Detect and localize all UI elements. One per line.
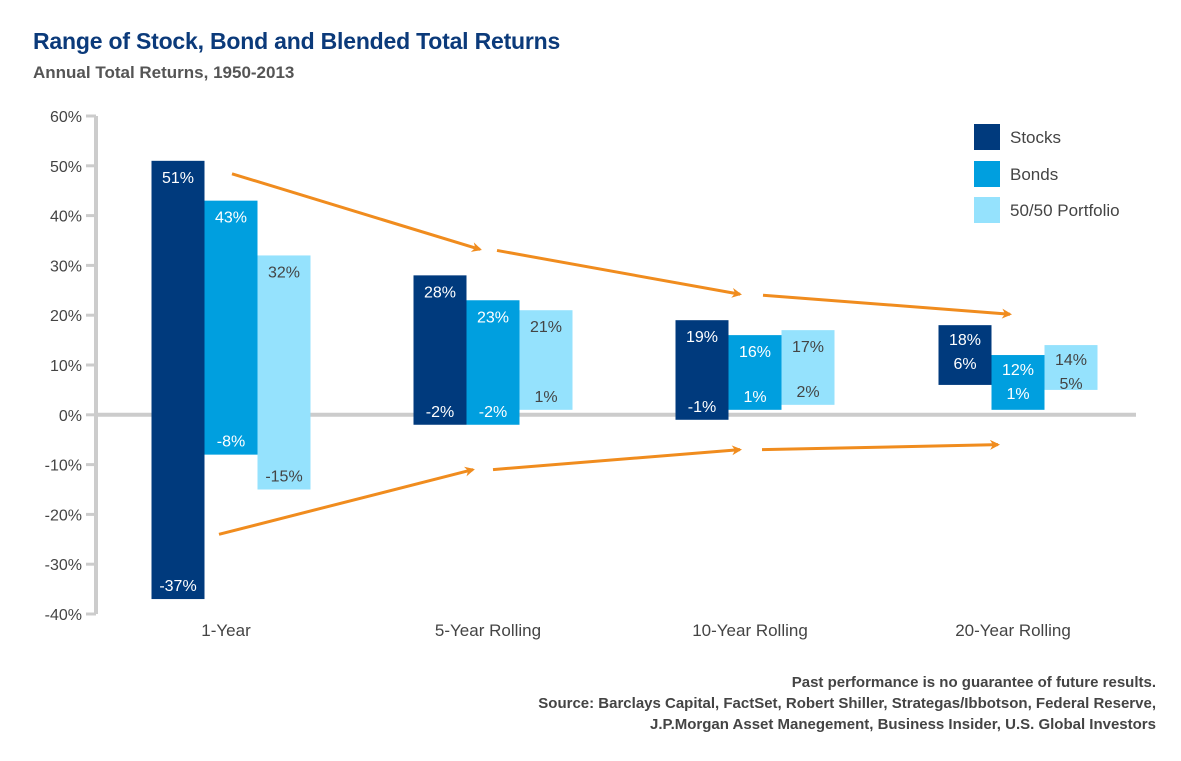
bar-50-50-portfolio bbox=[257, 255, 311, 490]
bar-stocks bbox=[413, 275, 467, 425]
legend-swatch bbox=[974, 124, 1000, 150]
bar-high-label: 19% bbox=[686, 329, 718, 346]
bar-high-label: 17% bbox=[792, 339, 824, 356]
bar-low-label: 5% bbox=[1059, 376, 1082, 393]
bar-50-50-portfolio bbox=[1044, 345, 1098, 390]
lower-trend-arrow bbox=[492, 445, 742, 472]
bar-stocks bbox=[151, 160, 205, 600]
upper-trend-arrow bbox=[496, 248, 742, 298]
bar-bonds bbox=[204, 200, 258, 455]
footer: Past performance is no guarantee of futu… bbox=[538, 672, 1156, 735]
trend-arrows bbox=[218, 172, 1012, 536]
x-axis-labels: 1-Year 5-Year Rolling 10-Year Rolling 20-Ye… bbox=[201, 621, 1071, 640]
bar-low-label: 1% bbox=[534, 389, 557, 406]
bar-high-label: 43% bbox=[215, 210, 247, 227]
bar-bonds bbox=[991, 355, 1045, 410]
disclaimer: Past performance is no guarantee of futu… bbox=[791, 674, 1156, 691]
bar-50-50-portfolio bbox=[781, 330, 835, 405]
x-category-label: 5-Year Rolling bbox=[435, 621, 541, 640]
bar-high-label: 28% bbox=[424, 284, 456, 301]
lower-trend-arrow bbox=[761, 439, 1000, 452]
bar-low-label: 1% bbox=[743, 389, 766, 406]
bar-high-label: 14% bbox=[1055, 352, 1087, 369]
upper-trend-arrow bbox=[231, 172, 482, 252]
y-tick-label: -20% bbox=[45, 507, 82, 524]
bar-low-label: -15% bbox=[265, 469, 302, 486]
bar-high-label: 23% bbox=[477, 309, 509, 326]
bar-stocks bbox=[675, 320, 729, 420]
y-tick-label: 30% bbox=[50, 258, 82, 275]
y-tick-label: -10% bbox=[45, 458, 82, 475]
bar-low-label: -2% bbox=[426, 404, 454, 421]
y-tick-label: 50% bbox=[50, 159, 82, 176]
bar-high-label: 12% bbox=[1002, 362, 1034, 379]
y-tick-label: -40% bbox=[45, 607, 82, 624]
bar-bonds bbox=[466, 300, 520, 425]
bar-high-label: 21% bbox=[530, 319, 562, 336]
x-category-label: 1-Year bbox=[201, 621, 251, 640]
bar-low-label: -1% bbox=[688, 399, 716, 416]
legend-label: Bonds bbox=[1010, 165, 1058, 184]
bar-low-label: 6% bbox=[953, 356, 976, 373]
y-axis: 60% 50% 40% 30% 20% 10% 0% -10% -20% -30% -40% bbox=[45, 109, 1136, 624]
bar-high-label: 32% bbox=[268, 264, 300, 281]
lower-trend-arrow bbox=[218, 466, 475, 536]
legend-label: Stocks bbox=[1010, 128, 1061, 147]
chart-title: Range of Stock, Bond and Blended Total R… bbox=[33, 28, 561, 54]
y-tick-label: 20% bbox=[50, 308, 82, 325]
bar-high-label: 18% bbox=[949, 332, 981, 349]
legend-label: 50/50 Portfolio bbox=[1010, 201, 1120, 220]
bar-50-50-portfolio bbox=[519, 310, 573, 410]
bar-high-label: 51% bbox=[162, 170, 194, 187]
bar-low-label: -37% bbox=[159, 578, 196, 595]
bar-stocks bbox=[938, 325, 992, 385]
bar-low-label: -2% bbox=[479, 404, 507, 421]
y-tick-label: 0% bbox=[59, 408, 82, 425]
legend: Stocks Bonds 50/50 Portfolio bbox=[974, 124, 1120, 223]
bar-high-label: 16% bbox=[739, 344, 771, 361]
source-line-2: J.P.Morgan Asset Manegement, Business In… bbox=[650, 716, 1156, 733]
y-tick-label: 60% bbox=[50, 109, 82, 126]
y-tick-label: 10% bbox=[50, 358, 82, 375]
x-category-label: 20-Year Rolling bbox=[955, 621, 1071, 640]
bar-low-label: -8% bbox=[217, 434, 245, 451]
y-tick-label: 40% bbox=[50, 209, 82, 226]
x-category-label: 10-Year Rolling bbox=[692, 621, 808, 640]
bar-bonds bbox=[728, 335, 782, 410]
source-line-1: Source: Barclays Capital, FactSet, Rober… bbox=[538, 695, 1156, 712]
chart-subtitle: Annual Total Returns, 1950-2013 bbox=[33, 63, 295, 82]
bar-low-label: 2% bbox=[796, 384, 819, 401]
legend-swatch bbox=[974, 161, 1000, 187]
bars: 51% -37% 43% -8% 32% -15% 28% -2% 23% -2% 21% 1% 19%… bbox=[151, 160, 1098, 600]
bar-low-label: 1% bbox=[1006, 386, 1029, 403]
legend-swatch bbox=[974, 197, 1000, 223]
upper-trend-arrow bbox=[762, 293, 1012, 319]
y-tick-label: -30% bbox=[45, 557, 82, 574]
